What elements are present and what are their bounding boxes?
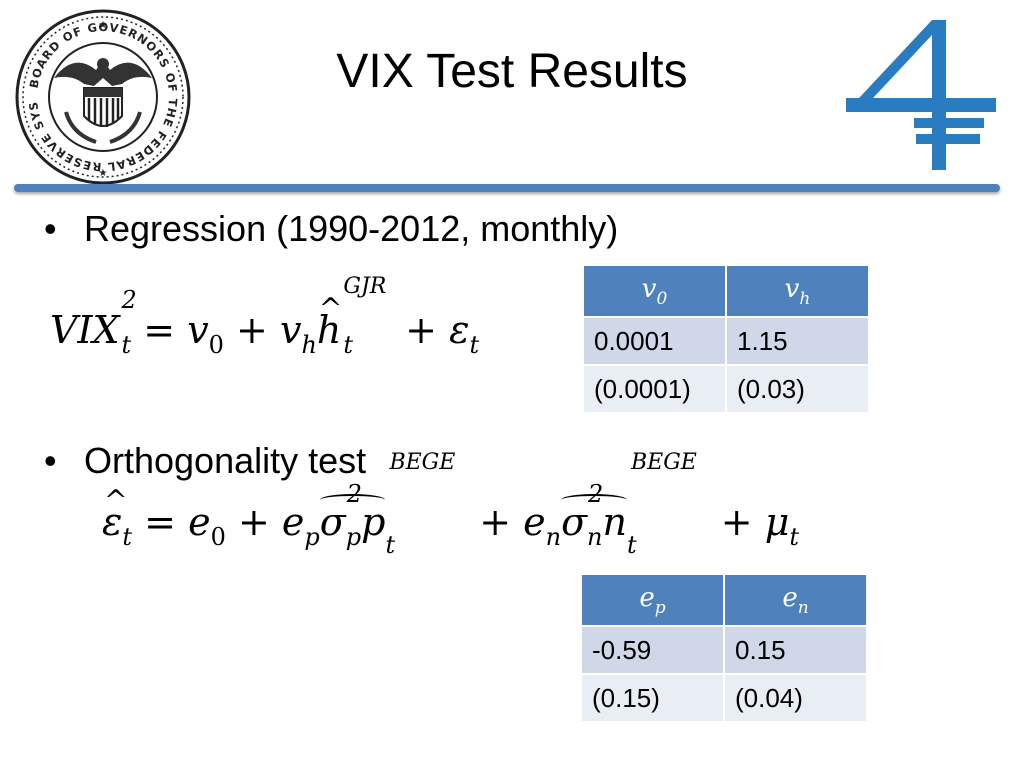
regression-results-table: v0 vh 0.0001 1.15 (0.0001) (0.03) [582,264,870,414]
svg-text:★: ★ [99,168,108,179]
bullet-regression: • Regression (1990-2012, monthly) [44,208,618,250]
table-cell: (0.15) [580,673,725,723]
bullet-dot: • [44,440,57,481]
table-header-vh: vh [725,264,870,318]
table-row: 0.0001 1.15 [582,316,870,366]
table-row: -0.59 0.15 [580,625,868,675]
table-cell: 1.15 [725,316,870,366]
slide-title: VIX Test Results [336,45,688,98]
table-cell: (0.0001) [582,364,727,414]
table-header-v0: v0 [582,264,727,318]
federal-reserve-seal-icon: BOARD OF GOVERNORS OF THE FEDERAL RESERV… [14,8,191,185]
four-logo-icon [846,20,996,170]
table-cell: -0.59 [580,625,725,675]
table-row: (0.15) (0.04) [580,673,868,723]
bullet-orthogonality: • Orthogonality test [44,440,366,482]
bullet-regression-text: Regression (1990-2012, monthly) [84,208,619,249]
table-header-ep: ep [580,573,725,627]
table-cell: 0.15 [723,625,868,675]
table-cell: (0.03) [725,364,870,414]
table-cell: (0.04) [723,673,868,723]
table-header-en: en [723,573,868,627]
title-divider [14,184,1000,192]
bullet-orthogonality-text: Orthogonality test [84,440,367,481]
svg-text:★: ★ [99,20,108,31]
orthogonality-results-table: ep en -0.59 0.15 (0.15) (0.04) [580,573,868,723]
table-row: (0.0001) (0.03) [582,364,870,414]
bullet-dot: • [44,208,57,249]
table-cell: 0.0001 [582,316,727,366]
